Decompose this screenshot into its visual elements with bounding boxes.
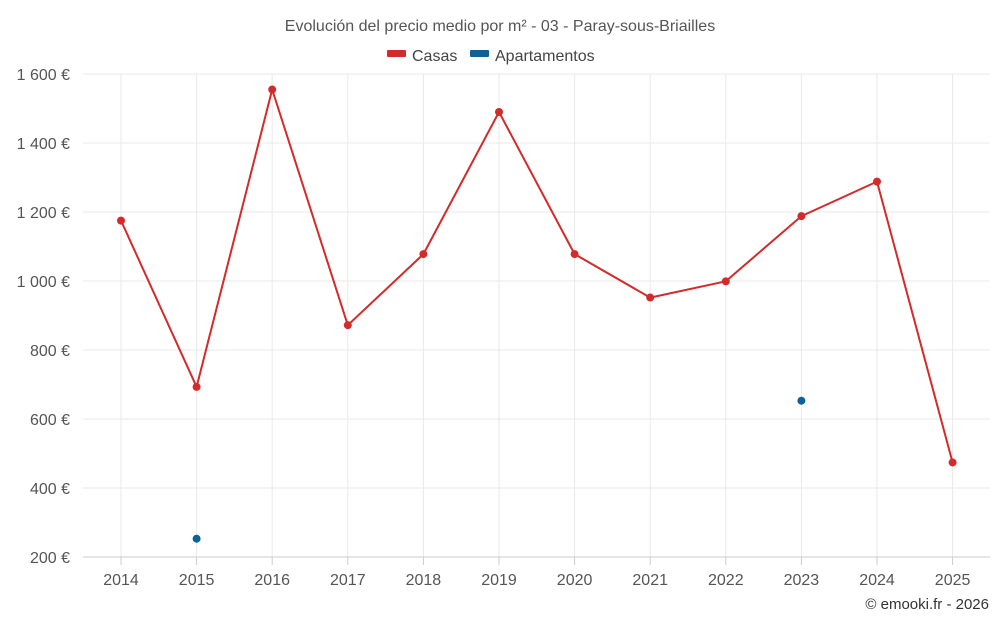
- x-tick-label: 2019: [481, 572, 517, 589]
- x-tick-label: 2014: [103, 572, 139, 589]
- data-point-casas: [268, 85, 277, 94]
- data-point-apartamentos: [797, 396, 806, 405]
- credit-text: © emooki.fr - 2026: [865, 596, 989, 613]
- data-point-casas: [570, 250, 579, 259]
- data-point-apartamentos: [192, 534, 201, 543]
- data-point-casas: [873, 177, 881, 186]
- gridlines: [83, 73, 990, 557]
- legend-item-apartamentos[interactable]: Apartamentos: [470, 48, 595, 65]
- x-tick-label: 2022: [708, 572, 744, 589]
- x-tick-label: 2018: [406, 572, 442, 589]
- series-line-casas: [120, 88, 954, 463]
- y-tick-label: 1 000 €: [17, 274, 70, 291]
- axes: [83, 556, 990, 565]
- y-tick-label: 400 €: [30, 481, 70, 498]
- legend-label-casas: Casas: [412, 48, 457, 65]
- x-tick-label: 2024: [859, 572, 895, 589]
- data-point-casas: [646, 293, 655, 302]
- x-tick-label: 2016: [254, 572, 290, 589]
- y-tick-label: 800 €: [30, 343, 70, 360]
- data-point-casas: [495, 107, 503, 116]
- data-series: [117, 85, 957, 543]
- x-axis-ticks: 2014 2015 2016 2017 2018 2019 2020 2021 2022 2023…: [103, 572, 970, 589]
- legend-label-apartamentos: Apartamentos: [495, 48, 595, 65]
- x-tick-label: 2021: [632, 572, 668, 589]
- data-point-casas: [721, 277, 730, 286]
- x-tick-label: 2015: [179, 572, 215, 589]
- data-point-casas: [117, 216, 125, 225]
- y-tick-label: 600 €: [30, 412, 70, 429]
- legend-swatch-casas: [387, 50, 406, 57]
- legend-swatch-apartamentos: [470, 50, 489, 57]
- x-tick-label: 2017: [330, 572, 366, 589]
- x-tick-label: 2025: [935, 572, 971, 589]
- data-point-casas: [948, 458, 957, 467]
- data-point-casas: [192, 382, 201, 391]
- y-tick-label: 1 600 €: [17, 67, 70, 84]
- legend: Casas Apartamentos: [387, 48, 595, 65]
- data-point-casas: [343, 321, 352, 330]
- data-point-casas: [419, 250, 428, 259]
- x-tick-label: 2023: [784, 572, 820, 589]
- chart-title: Evolución del precio medio por m² - 03 -…: [285, 18, 715, 35]
- y-tick-label: 200 €: [30, 550, 70, 567]
- data-point-casas: [797, 212, 806, 221]
- y-tick-label: 1 200 €: [17, 205, 70, 222]
- legend-item-casas[interactable]: Casas: [387, 48, 457, 65]
- y-tick-label: 1 400 €: [17, 136, 70, 153]
- x-tick-label: 2020: [557, 572, 593, 589]
- y-axis-ticks: 200 € 400 € 600 € 800 € 1 000 € 1 200 € 1 400 …: [17, 67, 70, 567]
